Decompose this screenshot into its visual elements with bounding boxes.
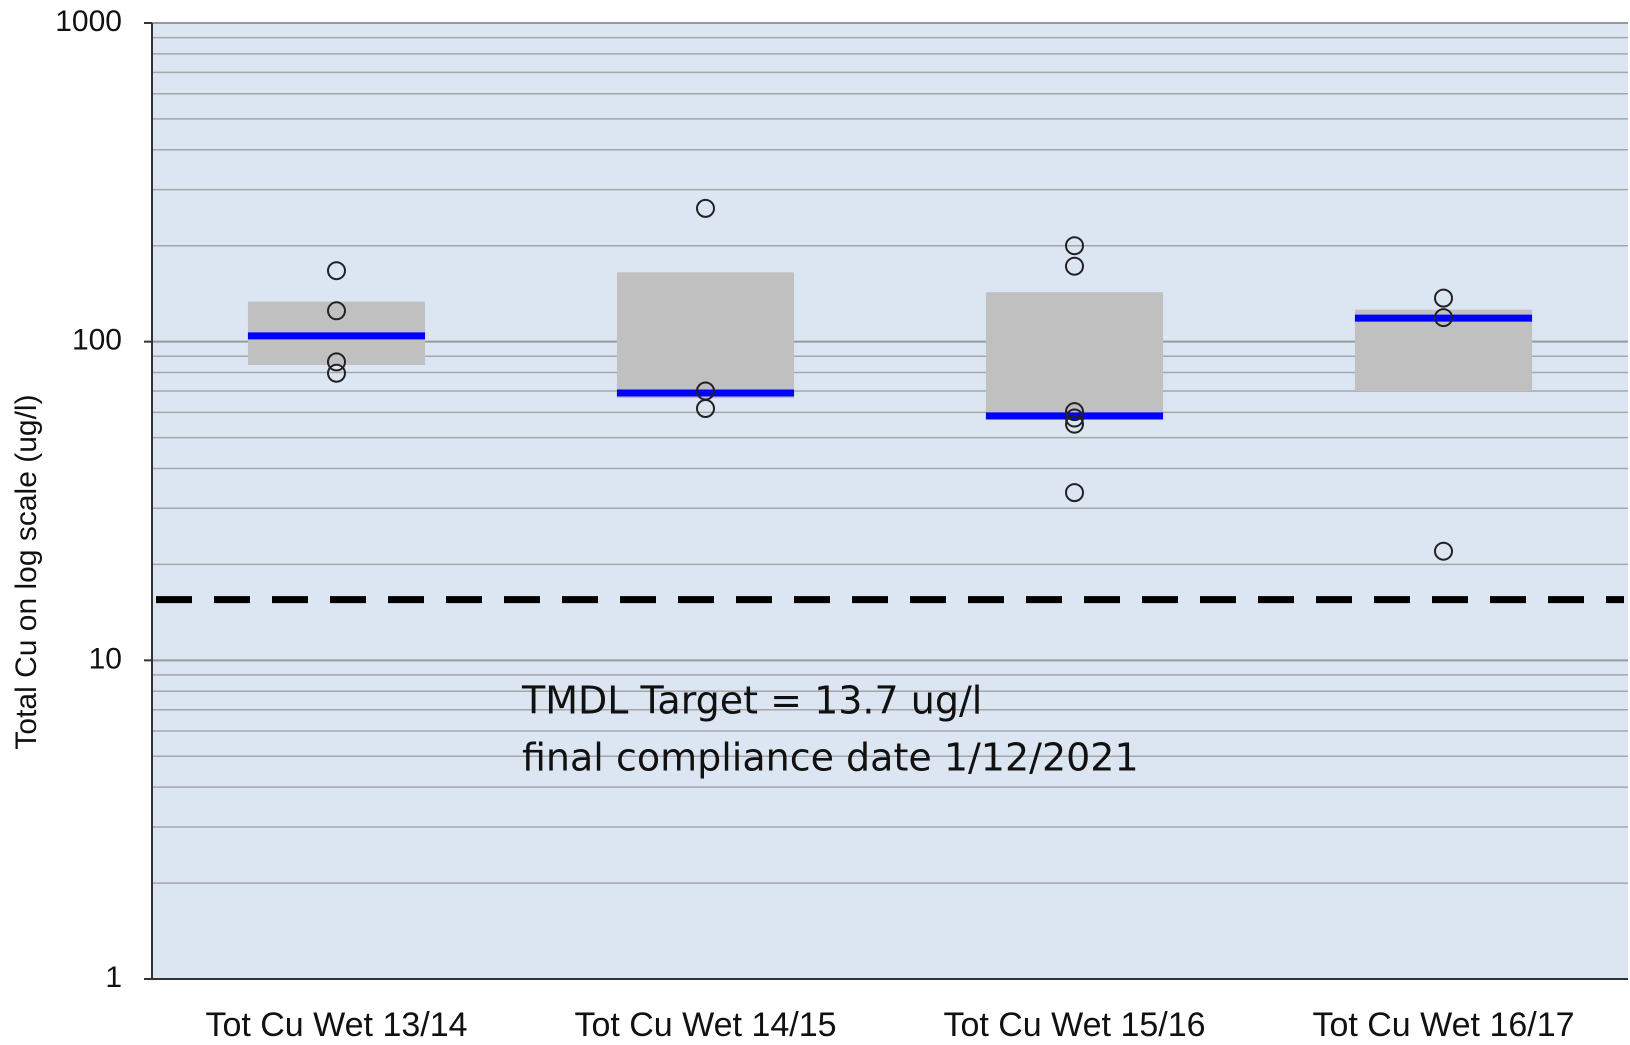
data-point [1065, 483, 1084, 503]
y-tick-label: 10 [89, 642, 122, 675]
data-point [1065, 414, 1084, 434]
data-point [1065, 408, 1084, 428]
data-point [1434, 541, 1453, 561]
data-point [1065, 402, 1084, 422]
data-point [1434, 308, 1453, 328]
plot-area [152, 23, 1628, 979]
data-point [696, 198, 715, 218]
data-point [327, 352, 346, 372]
x-tick-label: Tot Cu Wet 14/15 [574, 1006, 836, 1044]
y-tick-label: 1 [105, 961, 122, 994]
x-tick-label: Tot Cu Wet 15/16 [943, 1006, 1205, 1044]
annotation: final compliance date 1/12/2021 [522, 736, 1139, 780]
y-axis-label: Total Cu on log scale (ug/l) [10, 394, 43, 749]
box [616, 272, 795, 399]
data-point [1065, 236, 1084, 256]
data-point [1065, 256, 1084, 276]
x-tick-label: Tot Cu Wet 16/17 [1312, 1006, 1574, 1044]
box [1354, 309, 1533, 392]
data-point [327, 301, 346, 321]
y-tick-label: 100 [72, 324, 122, 357]
data-point [327, 261, 346, 281]
y-tick-label: 1000 [55, 5, 122, 38]
data-point [1434, 288, 1453, 308]
x-tick-label: Tot Cu Wet 13/14 [205, 1006, 467, 1044]
box [985, 292, 1164, 420]
data-point [696, 398, 715, 418]
data-point [327, 363, 346, 383]
annotation: TMDL Target = 13.7 ug/l [521, 679, 982, 723]
